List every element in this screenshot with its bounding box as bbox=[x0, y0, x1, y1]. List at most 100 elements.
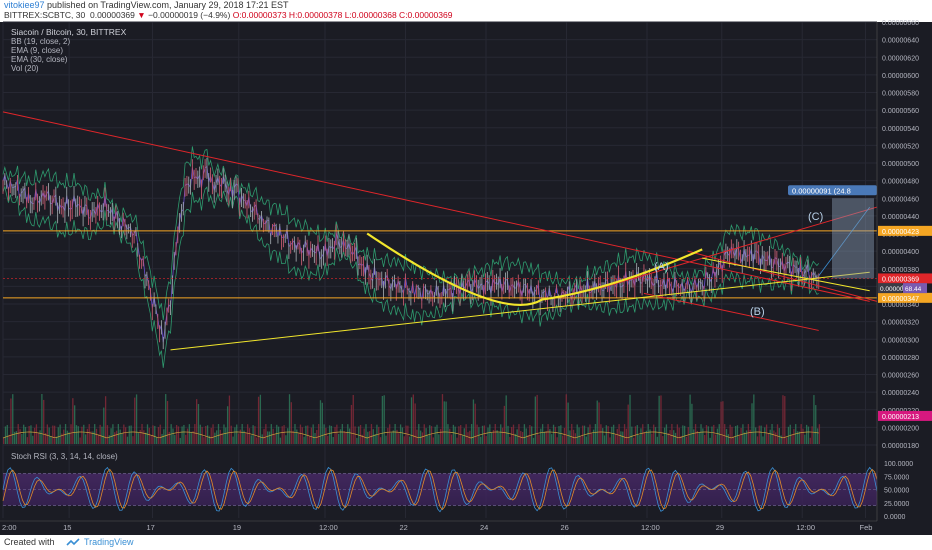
stoch-tick: 75.0000 bbox=[884, 474, 909, 481]
volume-bar bbox=[818, 424, 821, 444]
volume-bar bbox=[490, 432, 493, 444]
volume-bar bbox=[161, 433, 163, 444]
volume-bar bbox=[341, 424, 343, 444]
volume-bar bbox=[308, 436, 311, 444]
volume-bar bbox=[592, 429, 595, 444]
volume-bar bbox=[765, 424, 768, 444]
price-label-bg bbox=[878, 410, 932, 421]
author-link[interactable]: vitokiee97 bbox=[4, 0, 45, 10]
volume-bar bbox=[339, 429, 342, 444]
volume-bar bbox=[800, 424, 802, 444]
volume-bar bbox=[75, 425, 78, 444]
volume-bar bbox=[598, 402, 600, 444]
volume-bar bbox=[212, 424, 214, 444]
volume-bar bbox=[186, 428, 189, 444]
volume-bar bbox=[623, 424, 626, 444]
volume-bar bbox=[751, 403, 753, 444]
footer: Created with TradingView bbox=[0, 535, 932, 550]
volume-bar bbox=[257, 396, 260, 444]
volume-bar bbox=[731, 426, 733, 444]
volume-bar bbox=[496, 430, 498, 444]
volume-bar bbox=[6, 424, 8, 444]
volume-bar bbox=[206, 425, 209, 444]
trendline-yellow bbox=[702, 257, 870, 292]
volume-bar bbox=[79, 437, 81, 444]
bb-upper bbox=[2, 146, 820, 321]
volume-bar bbox=[625, 428, 628, 444]
volume-bar bbox=[332, 437, 334, 444]
volume-bar bbox=[15, 431, 18, 444]
volume-bar bbox=[261, 434, 263, 444]
volume-bar bbox=[569, 430, 571, 444]
volume-bar bbox=[744, 432, 746, 444]
volume-bar bbox=[511, 427, 513, 444]
volume-bar bbox=[234, 427, 236, 444]
volume-bar bbox=[421, 432, 424, 444]
volume-bar bbox=[700, 424, 702, 444]
ohlc-values: O:0.00000373 H:0.00000378 L:0.00000368 C… bbox=[232, 10, 453, 20]
price-label-bg bbox=[878, 225, 932, 236]
price-tick: 0.00000660 bbox=[882, 20, 919, 27]
trendline-red bbox=[600, 206, 878, 289]
volume-bar bbox=[26, 437, 28, 444]
volume-bar bbox=[480, 436, 482, 444]
volume-bar bbox=[547, 424, 549, 444]
volume-bar bbox=[503, 405, 506, 444]
volume-bar bbox=[74, 405, 76, 444]
price-tick: 0.00000320 bbox=[882, 320, 919, 327]
stoch-tick: 50.0000 bbox=[884, 488, 909, 495]
stoch-tick: 0.0000 bbox=[884, 514, 906, 521]
small-label: 68.44 bbox=[903, 283, 927, 294]
volume-bar bbox=[716, 428, 719, 444]
volume-bar bbox=[172, 428, 174, 444]
volume-bar bbox=[629, 394, 631, 444]
volume-bar bbox=[691, 403, 693, 444]
volume-bar bbox=[809, 437, 811, 444]
volume-bar bbox=[130, 425, 132, 444]
volume-bar bbox=[622, 431, 624, 444]
volume-bar bbox=[246, 424, 249, 444]
volume-bar bbox=[50, 436, 52, 444]
volume-bar bbox=[476, 424, 478, 444]
volume-bar bbox=[70, 424, 72, 444]
volume-bar bbox=[155, 437, 158, 444]
tradingview-brand[interactable]: TradingView bbox=[84, 537, 134, 547]
volume-bar bbox=[230, 425, 232, 444]
stoch-rsi-label: Stoch RSI (3, 3, 14, 14, close) bbox=[11, 452, 118, 461]
price-label-bg bbox=[878, 292, 932, 303]
volume-bar bbox=[516, 429, 518, 444]
volume-bar bbox=[141, 424, 143, 444]
volume-bar bbox=[124, 427, 127, 444]
volume-bar bbox=[574, 433, 577, 444]
volume-bar bbox=[338, 433, 340, 444]
volume-bar bbox=[265, 424, 267, 444]
volume-bar bbox=[268, 431, 271, 444]
volume-bar bbox=[245, 432, 247, 444]
publish-header: vitokiee97 published on TradingView.com,… bbox=[0, 0, 932, 22]
wave-label: (C) bbox=[808, 211, 823, 223]
volume-bar bbox=[307, 425, 309, 444]
volume-bar bbox=[401, 427, 404, 444]
volume-bar bbox=[578, 427, 580, 444]
volume-bar bbox=[57, 427, 59, 444]
volume-bar bbox=[299, 424, 302, 444]
volume-bar bbox=[611, 426, 613, 444]
volume-bar bbox=[177, 426, 180, 444]
volume-bar bbox=[59, 424, 61, 444]
volume-bar bbox=[778, 428, 780, 444]
volume-bar bbox=[389, 424, 391, 444]
down-arrow-icon: ▼ bbox=[137, 10, 146, 20]
volume-bar bbox=[8, 434, 10, 444]
volume-bar bbox=[352, 394, 354, 444]
volume-bar bbox=[166, 401, 169, 444]
volume-bar bbox=[387, 427, 389, 444]
volume-bar bbox=[30, 425, 32, 444]
volume-bar bbox=[653, 424, 655, 444]
volume-bar bbox=[72, 398, 74, 444]
volume-bar bbox=[112, 424, 114, 444]
volume-bar bbox=[226, 406, 229, 444]
volume-bar bbox=[565, 394, 567, 444]
volume-bar bbox=[39, 430, 41, 444]
volume-bar bbox=[662, 436, 664, 444]
